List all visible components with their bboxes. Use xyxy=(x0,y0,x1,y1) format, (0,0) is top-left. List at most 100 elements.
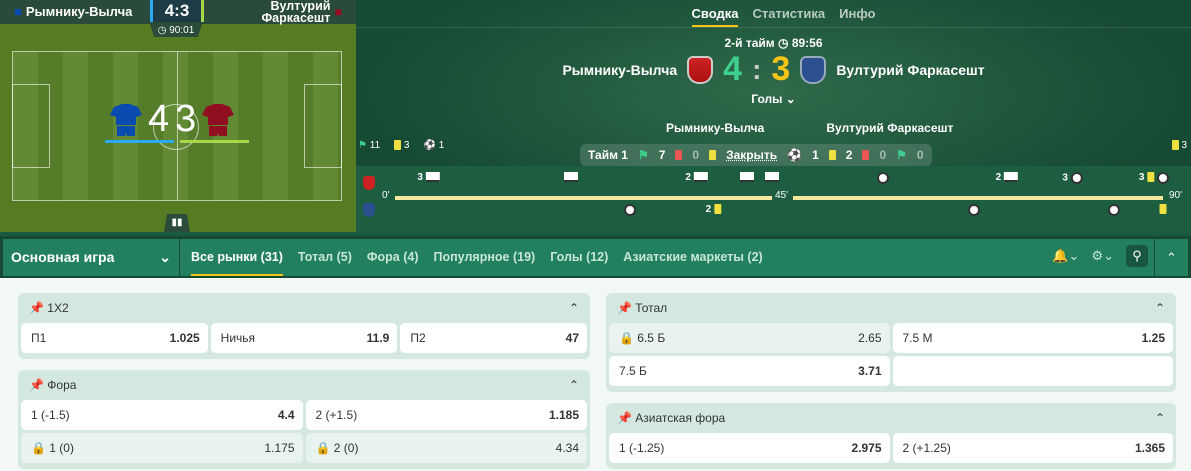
tab-asian[interactable]: Азиатские маркеты (2) xyxy=(623,250,763,264)
home-stats: ⚑ 11 3 ⚽ 1 xyxy=(358,140,445,151)
period-tooltip: Тайм 1 ⚑ 7 0 Закрыть ⚽ 1 2 0 ⚑ 0 xyxy=(580,144,932,166)
tab-info[interactable]: Инфо xyxy=(839,6,876,21)
odd-p1[interactable]: П1 1.025 xyxy=(21,323,208,353)
lock-icon: 🔒 xyxy=(619,331,634,345)
team-names-row: Рымнику-Вылча Вултурий Фаркасешт xyxy=(666,121,966,135)
odd-cell[interactable]: 7.5 М 1.25 xyxy=(892,323,1173,353)
away-goal-event[interactable] xyxy=(1107,204,1120,216)
away-shirt-icon xyxy=(202,103,235,136)
bell-icon[interactable]: 🔔⌄ xyxy=(1052,248,1080,263)
tl-end: 90' xyxy=(1169,190,1183,201)
score-separator: : xyxy=(752,53,762,85)
match-summary: Сводка Статистика Инфо 2-й тайм ◷ 89:56 … xyxy=(356,0,1191,232)
odd-cell[interactable]: 2 (+1.5) 1.185 xyxy=(305,400,587,430)
away-score: 3 xyxy=(771,50,791,88)
odd-cell[interactable]: 7.5 Б 3.71 xyxy=(609,356,890,386)
home-crest-icon xyxy=(687,55,714,84)
away-goal-event[interactable] xyxy=(623,204,636,216)
tab-fora[interactable]: Фора (4) xyxy=(366,250,419,264)
tab-total[interactable]: Тотал (5) xyxy=(297,250,352,264)
home-corner-event[interactable]: 2 xyxy=(685,172,708,183)
odd-label: 2 (+1.25) xyxy=(902,441,951,455)
tt-away-red: 0 xyxy=(879,148,887,162)
home-goal-event[interactable] xyxy=(1157,172,1169,184)
home-goals: 4 xyxy=(148,98,170,140)
pin-icon[interactable]: 📌 xyxy=(617,301,632,315)
away-yellow-event[interactable] xyxy=(1159,204,1167,215)
tooltip-period: Тайм 1 xyxy=(588,148,628,162)
home-name: Рымнику-Вылча xyxy=(666,121,765,135)
tl-start: 0' xyxy=(382,190,390,201)
home-goal-event[interactable]: 3 xyxy=(1062,172,1083,184)
chevron-up-icon[interactable]: ⌃ xyxy=(1154,411,1165,425)
away-name-2: Фаркасешт xyxy=(261,11,331,25)
tl-half: 45' xyxy=(775,190,789,201)
tab-all-markets[interactable]: Все рынки (31) xyxy=(191,239,283,276)
home-corner-event[interactable] xyxy=(765,172,779,183)
odd-cell-locked: 🔒 2 (0) 4.34 xyxy=(305,433,587,463)
tab-popular[interactable]: Популярное (19) xyxy=(433,250,536,264)
collapse-up-icon[interactable]: ⌃ xyxy=(1154,239,1188,276)
odd-draw[interactable]: Ничья 11.9 xyxy=(210,323,398,353)
home-corner-event[interactable] xyxy=(739,172,754,183)
pin-icon[interactable]: 📌 xyxy=(29,378,44,392)
odd-cell[interactable]: 1 (-1.25) 2.975 xyxy=(609,433,890,463)
clock-icon: ◷ xyxy=(157,25,167,36)
yellow-card-icon xyxy=(709,150,717,160)
tooltip-close-button[interactable]: Закрыть xyxy=(726,148,778,162)
yellow-card-icon xyxy=(1171,140,1179,151)
odd-label: 1 (-1.25) xyxy=(619,441,665,455)
yellow-card-icon xyxy=(394,140,402,151)
away-yellow-event[interactable]: 2 xyxy=(706,204,722,215)
home-yellow-event[interactable]: 3 xyxy=(1139,172,1155,183)
match-clock: ◷ 90:01 xyxy=(150,24,202,37)
search-icon[interactable]: ⚲ xyxy=(1126,245,1148,267)
odd-p2[interactable]: П2 47 xyxy=(400,323,588,353)
stats-toggle-icon[interactable]: ▮▮ xyxy=(164,214,190,232)
odd-label: 2 (+1.5) xyxy=(315,408,358,422)
home-team: Рымнику-Вылча xyxy=(562,61,678,78)
tt-away-yellow: 2 xyxy=(845,148,853,162)
home-shirt-icon xyxy=(110,103,142,136)
clock-icon: ◷ xyxy=(778,36,789,50)
odd-cell[interactable]: 1 (-1.5) 4.4 xyxy=(21,400,303,430)
corners-count: 11 xyxy=(369,140,381,151)
home-team-name: Рымнику-Вылча xyxy=(25,4,133,19)
home-corner-event[interactable]: 3 xyxy=(417,172,440,183)
away-name-1: Вултурий xyxy=(270,0,331,13)
yellow-count: 3 xyxy=(403,140,410,151)
goals-dropdown[interactable]: Голы ⌄ xyxy=(356,92,1191,106)
tt-home-corners: 7 xyxy=(658,148,666,162)
away-shirt-icon: ■ xyxy=(334,5,342,19)
clock-value: 90:01 xyxy=(169,25,195,36)
odd-label: 1 (0) xyxy=(49,441,74,455)
odd-label: 2 (0) xyxy=(333,441,359,455)
home-goal-event[interactable] xyxy=(877,172,890,184)
odd-label: П1 xyxy=(31,331,47,345)
odd-value: 2.975 xyxy=(851,441,882,455)
home-corner-event[interactable] xyxy=(563,172,578,183)
odd-label: 6.5 Б xyxy=(637,331,666,345)
match-timeline: 0' 45' 90' 3 2 2 3 3 2 xyxy=(356,166,1191,232)
pin-icon[interactable]: 📌 xyxy=(29,301,44,315)
game-selector[interactable]: Основная игра ⌄ xyxy=(3,239,180,276)
odd-value: 11.9 xyxy=(366,331,390,345)
markets-header: Основная игра ⌄ Все рынки (31) Тотал (5) … xyxy=(0,236,1191,278)
home-corner-event[interactable]: 2 xyxy=(996,172,1018,183)
odd-cell[interactable]: 2 (+1.25) 1.365 xyxy=(892,433,1173,463)
tab-goals[interactable]: Голы (12) xyxy=(550,250,609,264)
gear-icon[interactable]: ⚙⌄ xyxy=(1091,248,1114,263)
away-goal-event[interactable] xyxy=(967,204,980,216)
pitch-widget: ■ Рымнику-Вылча 4:3 Вултурий Фаркасешт ■ ◷ … xyxy=(0,0,356,232)
home-shirt-icon: ■ xyxy=(14,4,22,19)
pin-icon[interactable]: 📌 xyxy=(617,411,632,425)
odd-value: 1.185 xyxy=(548,408,579,422)
corner-icon: ⚑ xyxy=(637,148,649,162)
tab-statistics[interactable]: Статистика xyxy=(752,6,826,21)
chevron-up-icon[interactable]: ⌃ xyxy=(1154,301,1165,315)
market-asian-handicap: 📌 Азиатская фора ⌃ 1 (-1.25) 2.975 2 (+1.2… xyxy=(606,403,1176,469)
tab-summary[interactable]: Сводка xyxy=(691,0,739,27)
chevron-up-icon[interactable]: ⌃ xyxy=(568,301,579,315)
chevron-up-icon[interactable]: ⌃ xyxy=(568,378,579,392)
ball-icon: ⚽ xyxy=(787,148,803,162)
